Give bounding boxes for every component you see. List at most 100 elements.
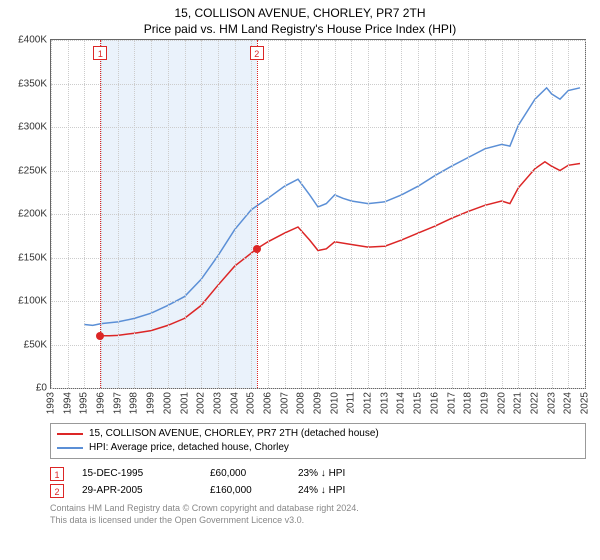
series-property	[100, 162, 580, 336]
sale-date: 29-APR-2005	[82, 482, 192, 499]
x-tick-label: 2000	[158, 392, 173, 414]
y-tick-label: £350K	[18, 78, 51, 89]
gridline-v	[368, 40, 369, 388]
gridline-v	[268, 40, 269, 388]
x-tick-label: 2019	[475, 392, 490, 414]
gridline-v	[285, 40, 286, 388]
sale-number-badge: 2	[50, 484, 64, 498]
gridline-v	[134, 40, 135, 388]
chart-container: 15, COLLISON AVENUE, CHORLEY, PR7 2TH Pr…	[0, 0, 600, 560]
legend-swatch	[57, 447, 83, 449]
gridline-v	[301, 40, 302, 388]
y-tick-label: £300K	[18, 122, 51, 133]
x-tick-label: 2020	[492, 392, 507, 414]
y-tick-label: £200K	[18, 209, 51, 220]
x-tick-label: 2008	[292, 392, 307, 414]
sales-table: 1 15-DEC-1995 £60,000 23% ↓ HPI 2 29-APR-2005…	[50, 465, 586, 499]
gridline-v	[251, 40, 252, 388]
x-tick-label: 1995	[75, 392, 90, 414]
sale-hpi-diff: 24% ↓ HPI	[298, 482, 398, 499]
legend-item: 15, COLLISON AVENUE, CHORLEY, PR7 2TH (d…	[57, 427, 579, 441]
x-tick-label: 2025	[576, 392, 591, 414]
x-tick-label: 1996	[92, 392, 107, 414]
series-hpi	[84, 88, 580, 326]
x-tick-label: 2001	[175, 392, 190, 414]
x-tick-label: 1993	[42, 392, 57, 414]
y-tick-label: £400K	[18, 35, 51, 46]
gridline-v	[218, 40, 219, 388]
legend-swatch	[57, 433, 83, 435]
sale-hpi-diff: 23% ↓ HPI	[298, 465, 398, 482]
gridline-v	[485, 40, 486, 388]
gridline-v	[585, 40, 586, 388]
x-tick-label: 1997	[108, 392, 123, 414]
gridline-v	[201, 40, 202, 388]
x-tick-label: 2017	[442, 392, 457, 414]
y-tick-label: £250K	[18, 165, 51, 176]
sale-marker-badge: 1	[93, 46, 107, 60]
sale-marker-badge: 2	[250, 46, 264, 60]
sale-row: 1 15-DEC-1995 £60,000 23% ↓ HPI	[50, 465, 586, 482]
x-tick-label: 2024	[559, 392, 574, 414]
x-tick-label: 2016	[425, 392, 440, 414]
gridline-v	[452, 40, 453, 388]
gridline-v	[502, 40, 503, 388]
x-tick-label: 2006	[258, 392, 273, 414]
sale-price: £160,000	[210, 482, 280, 499]
sale-row: 2 29-APR-2005 £160,000 24% ↓ HPI	[50, 482, 586, 499]
gridline-v	[568, 40, 569, 388]
legend: 15, COLLISON AVENUE, CHORLEY, PR7 2TH (d…	[50, 423, 586, 459]
gridline-v	[468, 40, 469, 388]
plot-area: £0£50K£100K£150K£200K£250K£300K£350K£400…	[50, 39, 586, 389]
chart-title: 15, COLLISON AVENUE, CHORLEY, PR7 2TH	[8, 6, 592, 22]
x-tick-label: 1998	[125, 392, 140, 414]
gridline-v	[235, 40, 236, 388]
x-tick-label: 2005	[242, 392, 257, 414]
sale-marker-line	[257, 40, 258, 388]
gridline-v	[385, 40, 386, 388]
gridline-v	[535, 40, 536, 388]
gridline-v	[401, 40, 402, 388]
x-tick-label: 2009	[309, 392, 324, 414]
x-tick-label: 1999	[142, 392, 157, 414]
sale-number-badge: 1	[50, 467, 64, 481]
x-tick-label: 2004	[225, 392, 240, 414]
x-tick-label: 2013	[375, 392, 390, 414]
gridline-v	[351, 40, 352, 388]
gridline-v	[51, 40, 52, 388]
legend-label: HPI: Average price, detached house, Chor…	[89, 441, 289, 455]
x-tick-label: 2010	[325, 392, 340, 414]
sale-date: 15-DEC-1995	[82, 465, 192, 482]
gridline-v	[68, 40, 69, 388]
legend-label: 15, COLLISON AVENUE, CHORLEY, PR7 2TH (d…	[89, 427, 379, 441]
x-tick-label: 2007	[275, 392, 290, 414]
x-tick-label: 2003	[208, 392, 223, 414]
gridline-v	[335, 40, 336, 388]
x-tick-label: 2002	[192, 392, 207, 414]
gridline-v	[168, 40, 169, 388]
footer-line: Contains HM Land Registry data © Crown c…	[50, 503, 586, 515]
gridline-v	[552, 40, 553, 388]
y-tick-label: £100K	[18, 296, 51, 307]
sale-point	[253, 245, 261, 253]
gridline-v	[84, 40, 85, 388]
footer-attribution: Contains HM Land Registry data © Crown c…	[50, 503, 586, 526]
gridline-v	[435, 40, 436, 388]
y-tick-label: £150K	[18, 252, 51, 263]
x-tick-label: 2022	[525, 392, 540, 414]
x-tick-label: 2023	[542, 392, 557, 414]
sale-price: £60,000	[210, 465, 280, 482]
gridline-v	[418, 40, 419, 388]
x-tick-label: 2012	[359, 392, 374, 414]
y-tick-label: £50K	[24, 339, 51, 350]
footer-line: This data is licensed under the Open Gov…	[50, 515, 586, 527]
sale-point	[96, 332, 104, 340]
gridline-v	[318, 40, 319, 388]
legend-item: HPI: Average price, detached house, Chor…	[57, 441, 579, 455]
gridline-v	[151, 40, 152, 388]
x-tick-label: 2011	[342, 392, 357, 414]
x-tick-label: 2015	[409, 392, 424, 414]
x-tick-label: 2018	[459, 392, 474, 414]
x-tick-label: 2014	[392, 392, 407, 414]
gridline-v	[185, 40, 186, 388]
